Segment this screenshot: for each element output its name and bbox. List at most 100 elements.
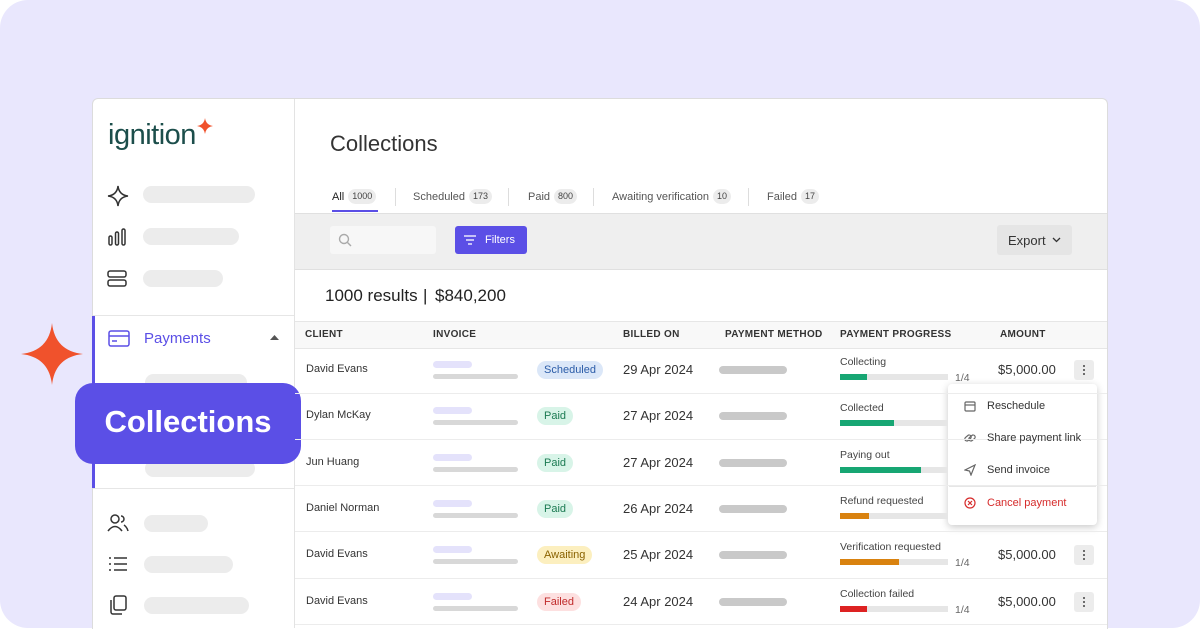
client-name: Dylan McKay xyxy=(306,409,371,422)
nav-item[interactable]: Payments xyxy=(144,330,211,347)
tab-count: 1000 xyxy=(348,189,377,204)
page-title: Collections xyxy=(330,131,438,156)
menu-icon xyxy=(964,497,976,509)
status-pill: Failed xyxy=(537,592,581,611)
menu-icon xyxy=(964,401,976,412)
tab-label[interactable]: Paid xyxy=(528,191,551,203)
status-pill: Awaiting xyxy=(537,546,593,565)
feature-badge xyxy=(75,383,301,464)
nav-icon xyxy=(108,330,130,347)
progress-label: Collected xyxy=(840,402,884,415)
row-divider xyxy=(295,485,1107,487)
toolbar xyxy=(295,213,1107,270)
column-header: AMOUNT xyxy=(1000,329,1046,340)
billed-date: 25 Apr 2024 xyxy=(623,547,694,563)
progress-track xyxy=(840,512,948,519)
billed-date: 27 Apr 2024 xyxy=(623,454,694,470)
menu-item[interactable]: Send invoice xyxy=(987,464,1050,476)
tab-count: 17 xyxy=(800,189,819,204)
search-box[interactable] xyxy=(330,226,436,254)
kebab-dot xyxy=(1083,550,1085,553)
client-name: David Evans xyxy=(306,548,368,561)
row-divider xyxy=(295,392,1107,394)
status-pill: Scheduled xyxy=(537,361,603,379)
method-placeholder xyxy=(719,597,787,606)
row-divider xyxy=(295,531,1107,533)
nav-icon xyxy=(110,595,127,615)
column-header: CLIENT xyxy=(305,329,343,340)
export-caret xyxy=(1052,237,1061,243)
invoice-placeholder xyxy=(433,420,518,426)
tab-separator xyxy=(593,188,594,206)
tab-separator xyxy=(395,188,396,206)
nav-placeholder xyxy=(144,556,233,573)
sidebar-divider xyxy=(294,99,295,628)
export-button[interactable] xyxy=(997,225,1072,255)
client-name: Daniel Norman xyxy=(306,501,380,514)
nav-placeholder xyxy=(143,270,223,287)
summary-results: 1000 results xyxy=(325,286,418,305)
status-pill: Paid xyxy=(537,499,574,518)
search-icon xyxy=(338,233,352,247)
status-pill: Paid xyxy=(537,407,574,426)
tab-count: 173 xyxy=(469,189,493,204)
tab-underline xyxy=(332,210,378,212)
invoice-placeholder xyxy=(433,512,518,518)
amount: $5,000.00 xyxy=(998,547,1056,563)
action-menu xyxy=(948,384,1097,525)
filters-label: Filters xyxy=(485,234,515,246)
tab-separator xyxy=(748,188,749,206)
tab-label[interactable]: Failed xyxy=(767,191,797,203)
tab-label[interactable]: Awaiting verification xyxy=(612,191,710,203)
invoice-placeholder xyxy=(433,559,518,565)
tab-label[interactable]: Scheduled xyxy=(413,191,465,203)
logo-star xyxy=(197,118,213,134)
invoice-placeholder xyxy=(433,361,472,368)
billed-date: 26 Apr 2024 xyxy=(623,500,694,516)
method-placeholder xyxy=(719,366,787,374)
progress-label: Collecting xyxy=(840,356,887,368)
menu-item[interactable]: Share payment link xyxy=(987,432,1082,444)
table-header xyxy=(295,321,1107,349)
invoice-placeholder xyxy=(433,605,518,611)
menu-item[interactable]: Cancel payment xyxy=(987,497,1067,509)
status-pill: Paid xyxy=(537,453,574,472)
nav-placeholder xyxy=(144,515,208,532)
kebab-dot xyxy=(1083,604,1085,607)
kebab-dot xyxy=(1083,373,1085,375)
summary-separator: | xyxy=(423,286,428,305)
kebab-dot xyxy=(1083,369,1085,371)
progress-fill xyxy=(840,374,867,380)
client-name: David Evans xyxy=(306,363,368,375)
row-divider xyxy=(295,624,1107,625)
client-name: Jun Huang xyxy=(306,455,360,468)
amount: $5,000.00 xyxy=(998,593,1056,609)
column-header: PAYMENT METHOD xyxy=(725,329,823,340)
progress-label: Paying out xyxy=(840,448,890,461)
client-name: David Evans xyxy=(306,594,368,607)
nav-placeholder xyxy=(143,228,239,245)
column-header: BILLED ON xyxy=(623,329,680,340)
tab-count: 10 xyxy=(713,189,732,204)
invoice-placeholder xyxy=(433,466,518,472)
nav-placeholder xyxy=(144,597,249,614)
progress-fill xyxy=(840,466,921,473)
kebab-dot xyxy=(1083,365,1085,367)
nav-icon xyxy=(107,185,129,207)
nav-icon xyxy=(109,557,127,571)
invoice-placeholder xyxy=(433,499,472,507)
billed-date: 24 Apr 2024 xyxy=(623,593,694,609)
progress-fill xyxy=(840,559,900,566)
nav-placeholder xyxy=(145,460,255,477)
billed-date: 29 Apr 2024 xyxy=(623,362,694,377)
progress-fill xyxy=(840,605,867,612)
menu-item[interactable]: Reschedule xyxy=(987,400,1046,412)
row-divider xyxy=(295,438,1107,440)
tab-label[interactable]: All xyxy=(332,191,345,203)
amount: $5,000.00 xyxy=(998,362,1056,377)
progress-fill xyxy=(840,420,894,427)
progress-step: 1/4 xyxy=(955,557,970,570)
nav-caret xyxy=(270,335,279,340)
kebab-dot xyxy=(1083,558,1085,561)
